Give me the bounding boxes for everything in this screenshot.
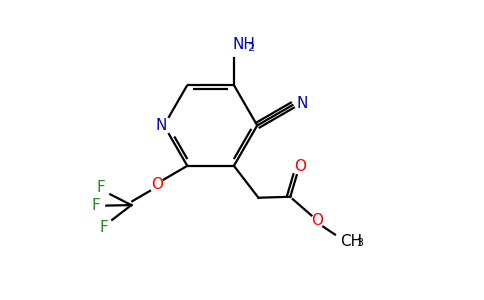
Text: CH: CH: [340, 234, 362, 249]
Text: 2: 2: [247, 43, 254, 53]
Text: O: O: [294, 159, 306, 174]
Text: F: F: [91, 198, 100, 213]
Text: N: N: [297, 96, 308, 111]
Text: NH: NH: [233, 37, 256, 52]
Text: O: O: [311, 213, 323, 228]
Text: O: O: [151, 177, 163, 192]
Text: 3: 3: [357, 238, 363, 248]
Text: F: F: [100, 220, 108, 235]
Text: N: N: [156, 118, 167, 133]
Text: F: F: [96, 180, 106, 195]
